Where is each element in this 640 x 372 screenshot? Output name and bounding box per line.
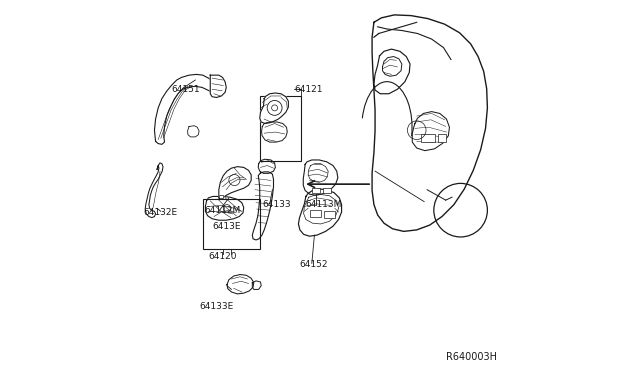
Text: 64132E: 64132E (143, 208, 177, 217)
Polygon shape (145, 163, 163, 218)
Text: 64112M: 64112M (205, 206, 241, 215)
Polygon shape (303, 160, 338, 195)
Bar (310, 210, 321, 217)
Text: 64120: 64120 (209, 252, 237, 261)
Text: 64151: 64151 (172, 85, 200, 94)
Polygon shape (412, 112, 449, 151)
Text: 64152: 64152 (300, 260, 328, 269)
Polygon shape (262, 122, 287, 142)
Text: 64113M: 64113M (305, 200, 342, 209)
Bar (312, 188, 320, 193)
Polygon shape (260, 93, 289, 124)
Text: R640003H: R640003H (447, 352, 497, 362)
Bar (438, 134, 445, 142)
Bar (324, 211, 335, 218)
Polygon shape (188, 126, 199, 137)
Polygon shape (259, 159, 275, 173)
Polygon shape (219, 195, 223, 198)
Bar (260, 96, 301, 161)
Polygon shape (205, 196, 244, 220)
Text: 6413E: 6413E (212, 222, 241, 231)
Polygon shape (252, 281, 261, 289)
Text: 64133: 64133 (262, 200, 291, 209)
Polygon shape (252, 172, 273, 240)
Polygon shape (154, 74, 216, 144)
Polygon shape (383, 57, 402, 76)
Polygon shape (211, 75, 227, 97)
Text: 64121: 64121 (294, 85, 323, 94)
Polygon shape (227, 275, 254, 294)
Bar (323, 188, 331, 193)
Polygon shape (372, 15, 488, 231)
Polygon shape (298, 189, 342, 236)
Text: 64133E: 64133E (199, 302, 234, 311)
Bar (421, 134, 435, 142)
Polygon shape (219, 167, 251, 198)
Bar (203, 199, 260, 249)
